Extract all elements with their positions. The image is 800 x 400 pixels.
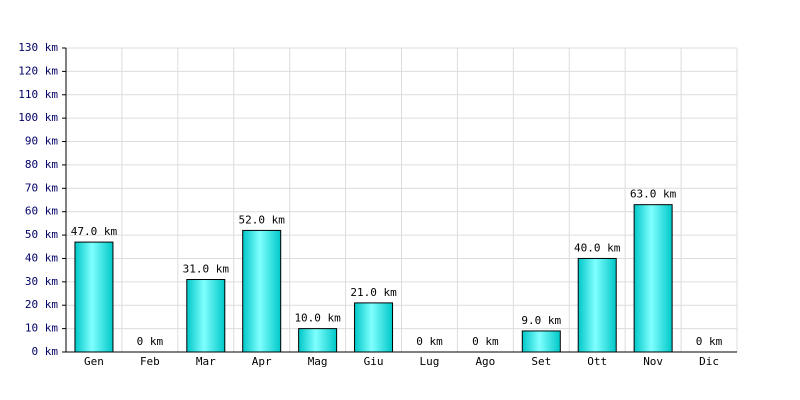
x-tick-label: Set: [531, 355, 551, 368]
x-tick-label: Nov: [643, 355, 663, 368]
y-tick-label: 30 km: [25, 275, 58, 288]
y-tick-label: 40 km: [25, 251, 58, 264]
y-tick-label: 0 km: [32, 345, 59, 358]
value-label: 0 km: [472, 335, 499, 348]
y-tick-label: 100 km: [18, 111, 58, 124]
value-label: 47.0 km: [71, 225, 118, 238]
bar: [633, 204, 673, 353]
value-label: 52.0 km: [239, 213, 286, 226]
x-tick-label: Ago: [475, 355, 495, 368]
x-tick-label: Lug: [420, 355, 440, 368]
x-tick-label: Apr: [252, 355, 272, 368]
x-tick-label: Dic: [699, 355, 719, 368]
x-tick-label: Feb: [140, 355, 160, 368]
value-label: 10.0 km: [294, 312, 341, 325]
y-tick-label: 20 km: [25, 298, 58, 311]
y-tick-label: 70 km: [25, 181, 58, 194]
x-tick-label: Ott: [587, 355, 607, 368]
x-tick-label: Mag: [308, 355, 328, 368]
bar: [521, 330, 561, 353]
y-tick-label: 80 km: [25, 158, 58, 171]
x-tick-label: Mar: [196, 355, 216, 368]
value-label: 40.0 km: [574, 241, 621, 254]
value-label: 21.0 km: [350, 286, 397, 299]
value-label: 63.0 km: [630, 188, 677, 201]
y-tick-label: 90 km: [25, 135, 58, 148]
y-tick-label: 130 km: [18, 41, 58, 54]
y-tick-label: 50 km: [25, 228, 58, 241]
value-label: 31.0 km: [183, 263, 230, 276]
x-tick-label: Gen: [84, 355, 104, 368]
y-tick-label: 120 km: [18, 64, 58, 77]
y-tick-label: 110 km: [18, 88, 58, 101]
bar: [577, 257, 617, 353]
x-tick-label: Giu: [364, 355, 384, 368]
bar: [186, 279, 226, 353]
value-label: 0 km: [416, 335, 443, 348]
bar: [354, 302, 394, 353]
value-label: 9.0 km: [521, 314, 561, 327]
y-tick-label: 10 km: [25, 322, 58, 335]
bar: [242, 229, 282, 353]
value-label: 0 km: [696, 335, 723, 348]
bar: [298, 328, 338, 353]
bar: [74, 241, 114, 353]
y-tick-label: 60 km: [25, 205, 58, 218]
value-label: 0 km: [137, 335, 164, 348]
